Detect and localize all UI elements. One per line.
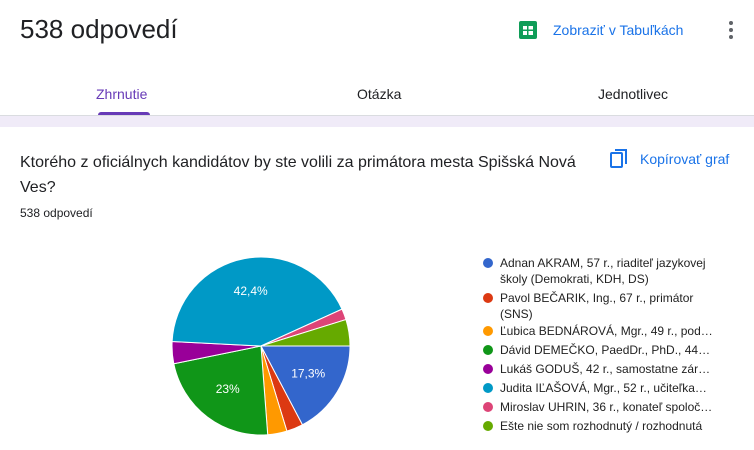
legend-label: Judita IĽAŠOVÁ, Mgr., 52 r., učiteľka… <box>500 381 707 395</box>
tab[interactable]: Jednotlivec <box>598 86 669 102</box>
legend-label: Pavol BEČARIK, Ing., 67 r., primátor (SN… <box>500 291 694 321</box>
pie-slice <box>171 256 343 347</box>
tab-indicator <box>98 112 150 115</box>
more-menu[interactable] <box>729 21 733 39</box>
divider <box>0 115 754 116</box>
legend-item: Adnan AKRAM, 57 r., riaditeľ jazykovej š… <box>483 255 723 287</box>
sheets-link[interactable]: Zobraziť v Tabuľkách <box>553 22 684 38</box>
legend-swatch <box>483 258 493 268</box>
pie-slice <box>173 345 269 436</box>
tab[interactable]: Otázka <box>357 86 402 102</box>
legend-swatch <box>483 364 493 374</box>
response-count: 538 odpovedí <box>20 206 93 220</box>
slice-label: 42,4% <box>234 284 268 298</box>
legend-item: Ešte nie som rozhodnutý / rozhodnutá <box>483 418 723 434</box>
pie-slice <box>260 318 351 347</box>
legend-label: Lukáš GODUŠ, 42 r., samostatne zár… <box>500 362 711 376</box>
legend-swatch <box>483 421 493 431</box>
legend-swatch <box>483 293 493 303</box>
legend-label: Dávid DEMEČKO, PaedDr., PhD., 44… <box>500 343 711 357</box>
legend-item: Lukáš GODUŠ, 42 r., samostatne zár… <box>483 361 723 377</box>
tab[interactable]: Zhrnutie <box>96 86 148 102</box>
legend-label: Adnan AKRAM, 57 r., riaditeľ jazykovej š… <box>500 256 706 286</box>
slice-label: 23% <box>216 382 240 396</box>
question-text: Ktorého z oficiálnych kandidátov by ste … <box>20 154 576 196</box>
legend-item: Ľubica BEDNÁROVÁ, Mgr., 49 r., pod… <box>483 323 723 339</box>
slice-label: 17,3% <box>291 367 325 381</box>
pie-slice <box>260 345 351 426</box>
legend-item: Miroslav UHRIN, 36 r., konateľ spoloč… <box>483 399 723 415</box>
title: 538 odpovedí <box>20 14 178 44</box>
legend-label: Ľubica BEDNÁROVÁ, Mgr., 49 r., pod… <box>500 324 713 338</box>
legend-swatch <box>483 345 493 355</box>
sheets-icon[interactable] <box>519 21 537 39</box>
background-band <box>0 116 754 127</box>
copy-chart-button[interactable]: Kopírovať graf <box>640 151 730 167</box>
legend-label: Ešte nie som rozhodnutý / rozhodnutá <box>500 419 703 433</box>
pie-chart: 17,3% 23% 42,4% <box>171 256 351 436</box>
copy-icon[interactable] <box>610 149 628 169</box>
legend-label: Miroslav UHRIN, 36 r., konateľ spoloč… <box>500 400 713 414</box>
legend-swatch <box>483 383 493 393</box>
legend-item: Judita IĽAŠOVÁ, Mgr., 52 r., učiteľka… <box>483 380 723 396</box>
legend-item: Pavol BEČARIK, Ing., 67 r., primátor (SN… <box>483 290 723 322</box>
legend-swatch <box>483 326 493 336</box>
legend-swatch <box>483 402 493 412</box>
legend-item: Dávid DEMEČKO, PaedDr., PhD., 44… <box>483 342 723 358</box>
